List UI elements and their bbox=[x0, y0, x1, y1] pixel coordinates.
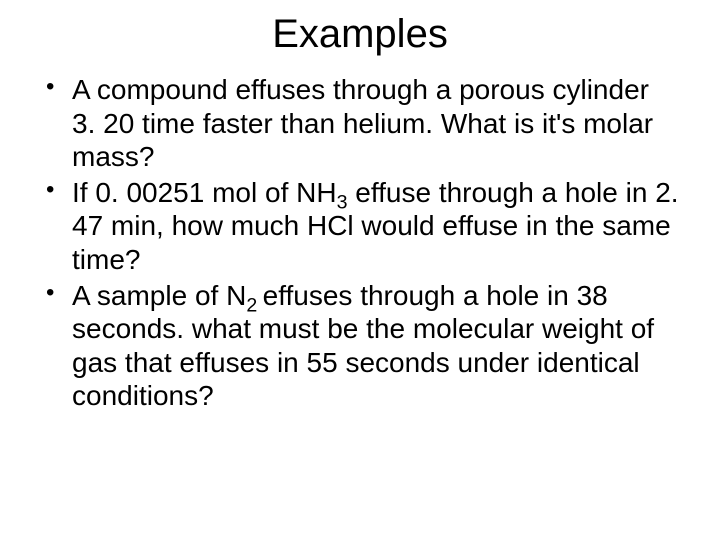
bullet-text: A compound effuses through a porous cyli… bbox=[72, 74, 653, 172]
bullet-item: If 0. 00251 mol of NH3 effuse through a … bbox=[40, 176, 680, 277]
slide-title: Examples bbox=[0, 12, 720, 57]
slide-content: A compound effuses through a porous cyli… bbox=[0, 73, 720, 413]
bullet-item: A compound effuses through a porous cyli… bbox=[40, 73, 680, 174]
slide-container: Examples A compound effuses through a po… bbox=[0, 0, 720, 540]
bullet-list: A compound effuses through a porous cyli… bbox=[40, 73, 680, 413]
bullet-text-before: If 0. 00251 mol of NH bbox=[72, 177, 337, 208]
bullet-text-before: A sample of N bbox=[72, 280, 246, 311]
bullet-item: A sample of N2 effuses through a hole in… bbox=[40, 279, 680, 413]
